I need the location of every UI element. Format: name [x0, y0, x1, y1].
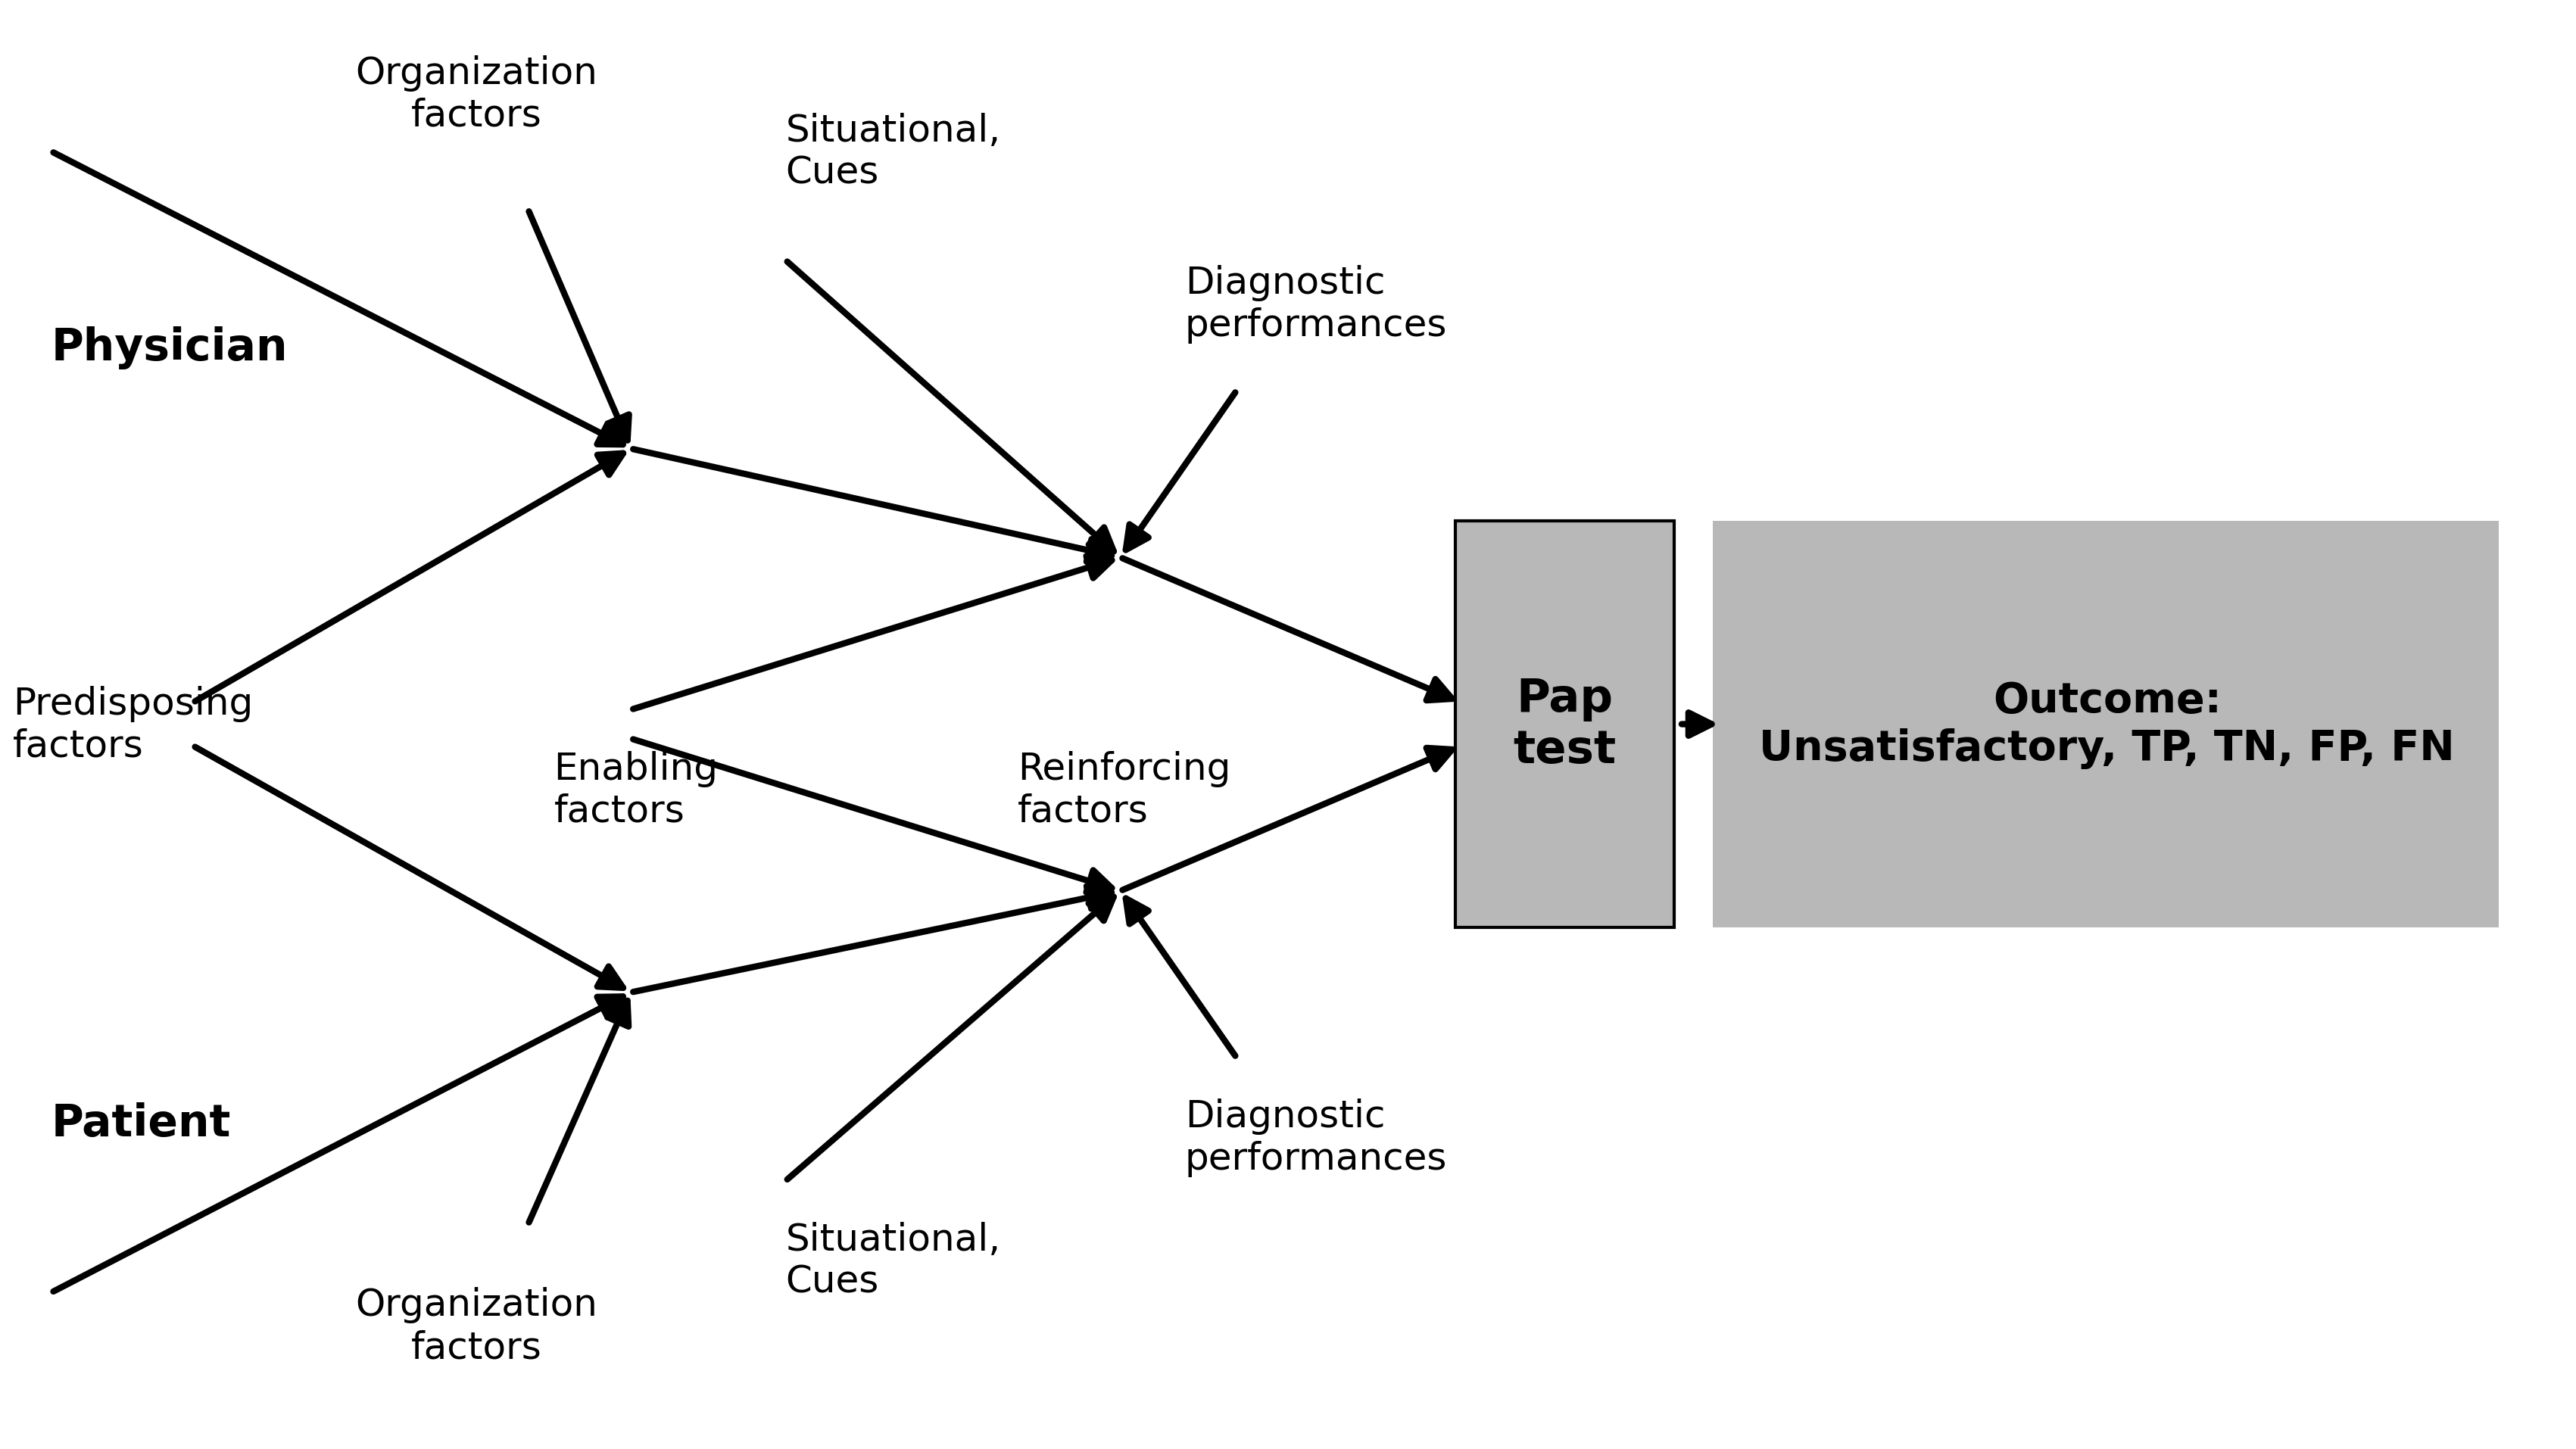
Text: Pap
test: Pap test — [1512, 677, 1618, 772]
Text: Enabling
factors: Enabling factors — [554, 751, 719, 829]
Text: Situational,
Cues: Situational, Cues — [786, 113, 1002, 191]
Bar — [1713, 522, 2499, 927]
Bar — [1455, 522, 1674, 927]
Text: Organization
factors: Organization factors — [355, 1287, 598, 1365]
Text: Diagnostic
performances: Diagnostic performances — [1185, 265, 1448, 343]
Text: Physician: Physician — [52, 326, 289, 369]
Text: Situational,
Cues: Situational, Cues — [786, 1222, 1002, 1300]
Text: Reinforcing
factors: Reinforcing factors — [1018, 751, 1231, 829]
Text: Outcome:
Unsatisfactory, TP, TN, FP, FN: Outcome: Unsatisfactory, TP, TN, FP, FN — [1759, 681, 2455, 768]
Text: Patient: Patient — [52, 1101, 232, 1145]
Text: Diagnostic
performances: Diagnostic performances — [1185, 1098, 1448, 1177]
Text: Predisposing
factors: Predisposing factors — [13, 685, 252, 764]
Text: Organization
factors: Organization factors — [355, 55, 598, 133]
